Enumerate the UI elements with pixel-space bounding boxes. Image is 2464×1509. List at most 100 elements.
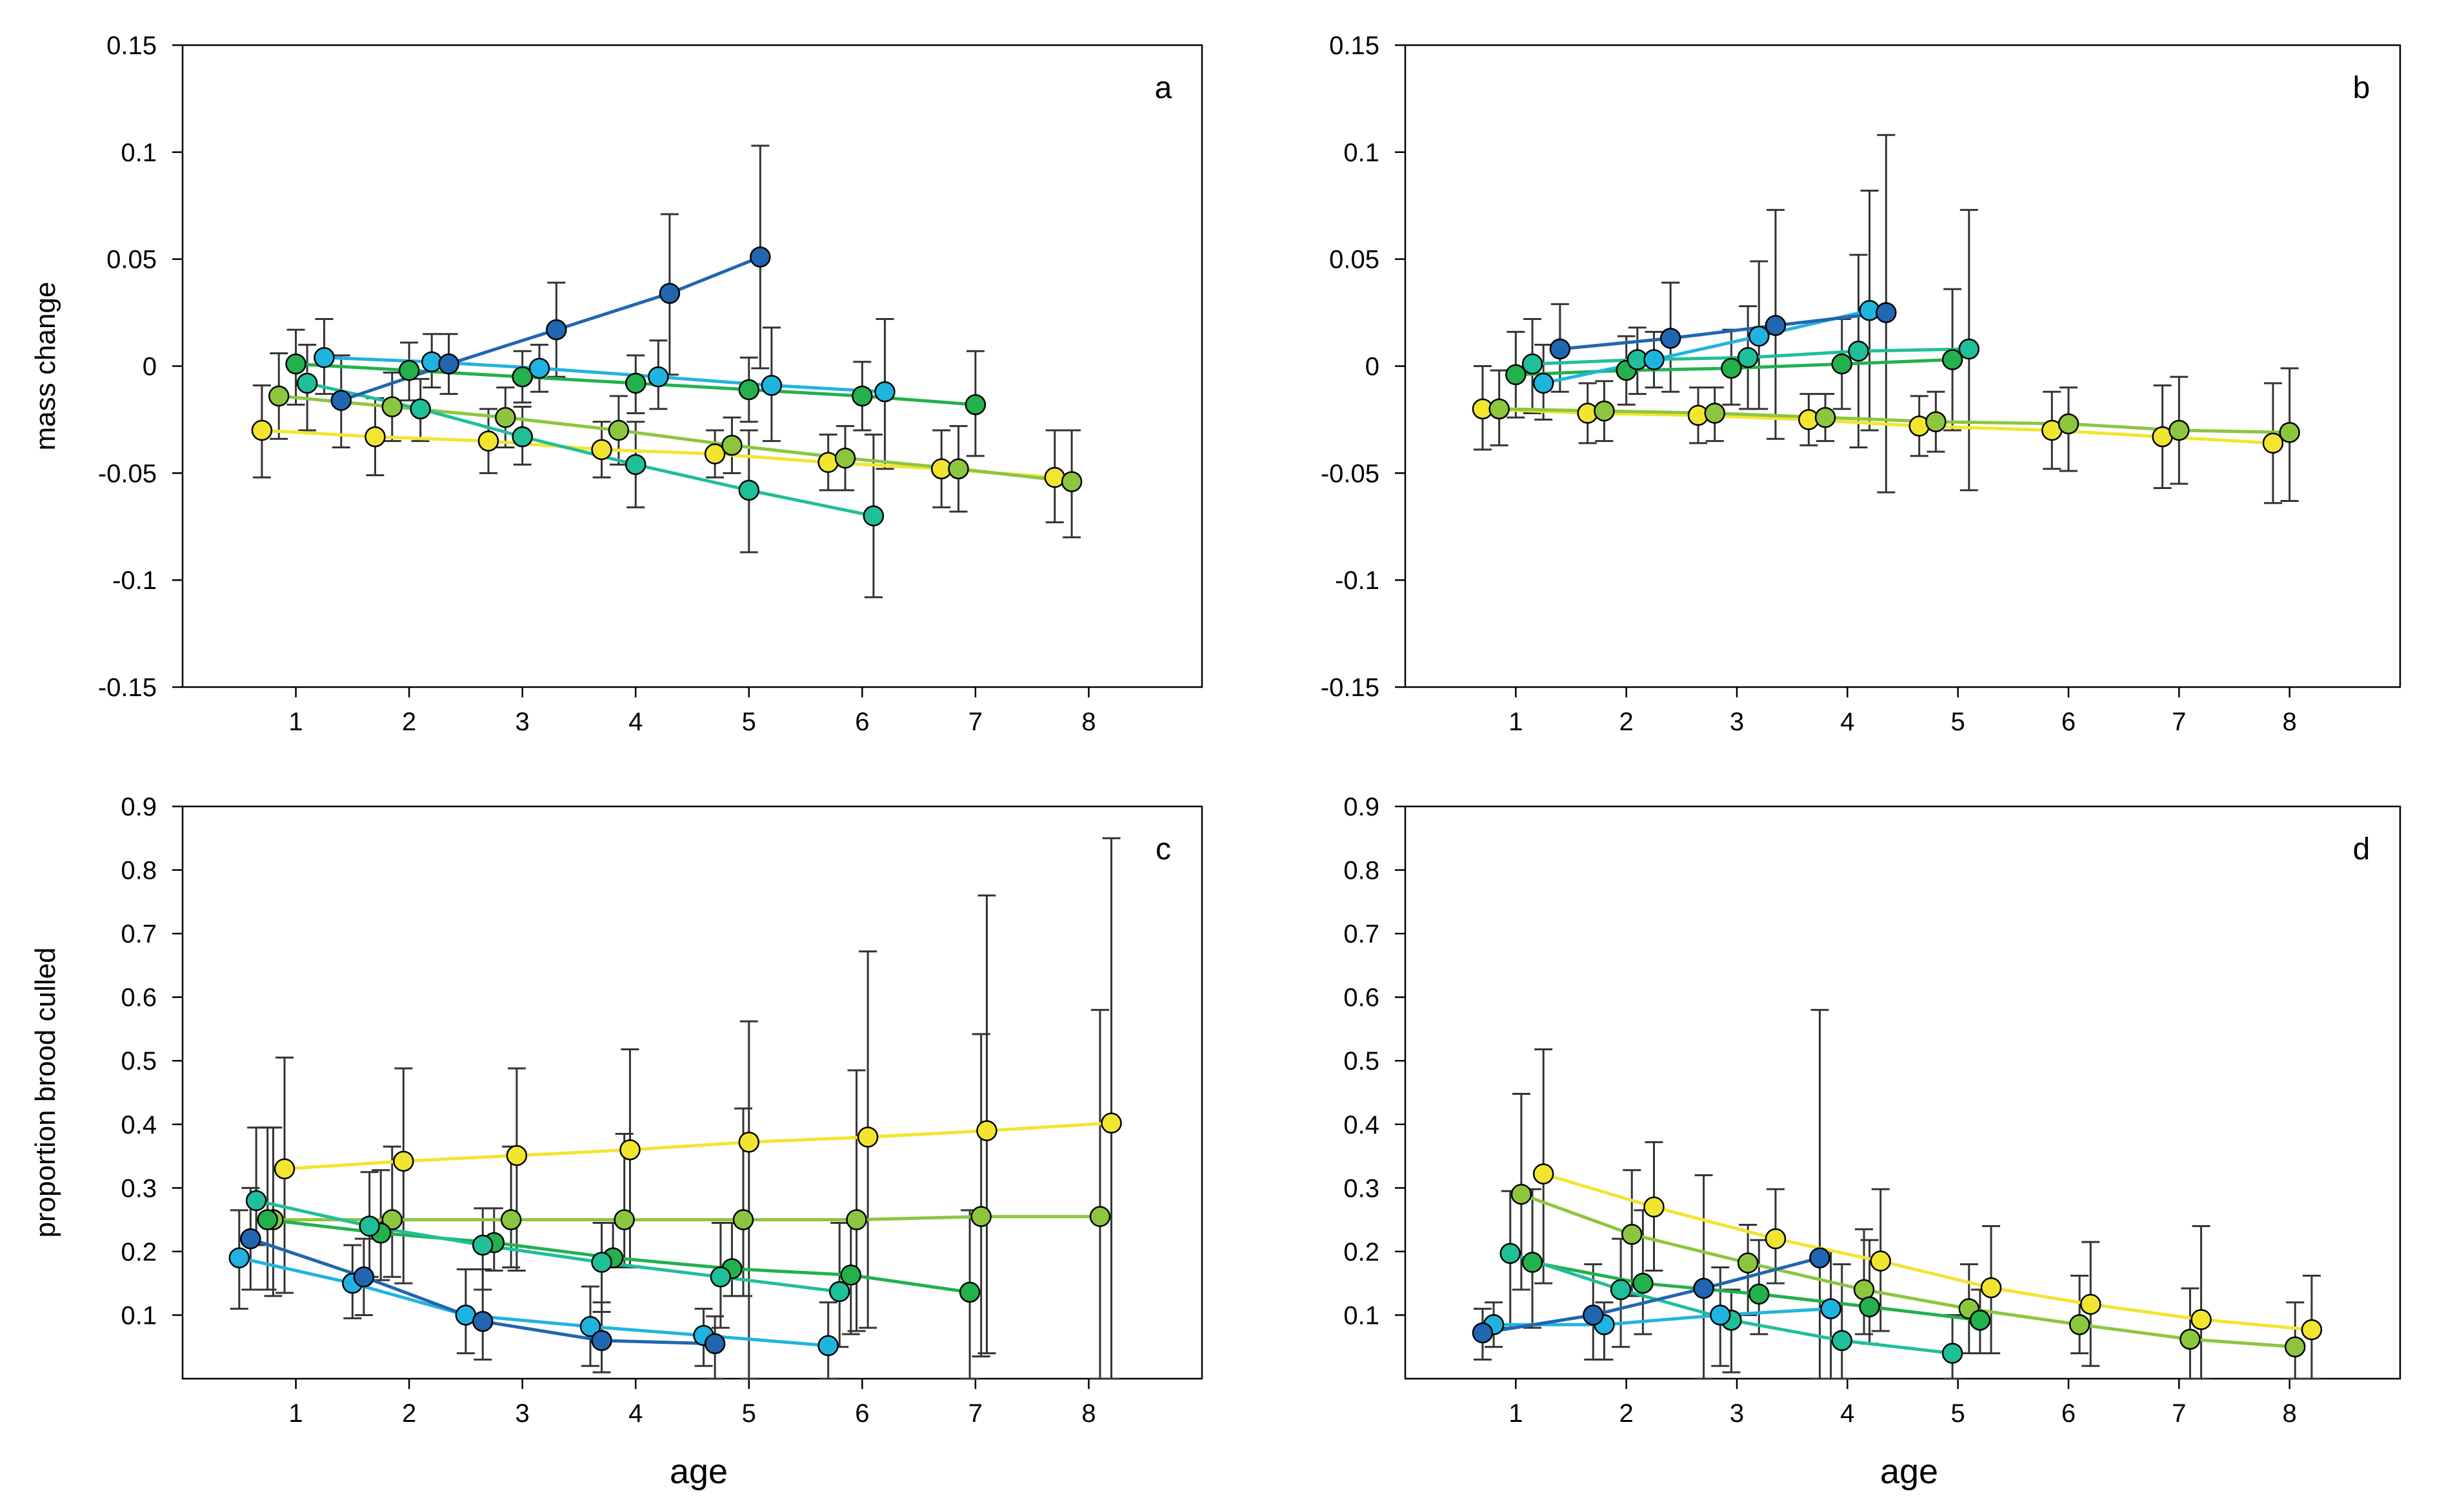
data-point-light-green: [1510, 1183, 1532, 1205]
x-axis-title: age: [1880, 1452, 1938, 1491]
data-point-light-green: [2284, 1336, 2306, 1357]
data-point-yellow: [704, 443, 726, 465]
data-point-yellow: [1870, 1250, 1891, 1272]
data-point-light-green: [495, 406, 516, 428]
data-point-light-blue: [817, 1335, 839, 1357]
x-tick-label: 3: [1730, 1399, 1744, 1428]
data-point-yellow: [1101, 1112, 1122, 1134]
y-tick-label: 0.5: [121, 1047, 157, 1075]
error-bar: [507, 1067, 526, 1272]
data-point-teal: [863, 505, 885, 526]
data-point-yellow: [251, 419, 273, 441]
y-tick-label: 0.6: [1343, 984, 1379, 1012]
data-point-teal: [512, 426, 533, 448]
data-point-green: [1632, 1272, 1654, 1294]
x-tick-label: 6: [855, 1399, 869, 1428]
data-point-light-green: [2169, 419, 2190, 441]
plot-frame: [181, 805, 1203, 1380]
x-tick-label: 7: [2172, 708, 2186, 736]
y-tick-label: -0.1: [1335, 566, 1379, 595]
data-point-yellow: [2080, 1294, 2101, 1315]
data-point-light-blue: [314, 346, 335, 368]
data-point-green: [1859, 1296, 1880, 1317]
data-point-light-green: [846, 1209, 867, 1230]
data-point-teal: [828, 1281, 850, 1303]
error-bar: [1694, 1174, 1713, 1380]
chart-panel-a: 0.15 0.1 0.05 0 -0.05 -0.1 -0.15 1 2 3 4 5 6 7 8 a mass …: [30, 32, 1203, 736]
y-tick-label: 0.7: [121, 920, 157, 948]
data-point-yellow: [738, 1132, 760, 1153]
panel-label: d: [2353, 832, 2370, 866]
data-point-blue: [1472, 1322, 1494, 1344]
x-tick-label: 2: [1619, 708, 1634, 736]
x-axis-title: age: [670, 1452, 728, 1491]
x-tick-label: 6: [2061, 708, 2076, 736]
y-tick-label: 0.3: [1343, 1174, 1379, 1203]
error-bar: [972, 1033, 990, 1358]
x-tick-label: 6: [855, 708, 869, 736]
y-tick-label: 0.4: [121, 1111, 157, 1139]
x-tick-label: 3: [516, 708, 530, 736]
data-point-green: [398, 359, 420, 381]
data-point-green: [965, 394, 987, 415]
data-point-yellow: [1765, 1228, 1787, 1250]
data-point-green: [625, 372, 646, 394]
data-point-teal: [591, 1252, 612, 1273]
data-point-teal: [1499, 1243, 1521, 1264]
data-point-teal: [359, 1215, 380, 1237]
data-point-light-green: [1737, 1252, 1759, 1274]
x-tick-label: 5: [742, 708, 756, 736]
data-point-light-green: [500, 1209, 522, 1230]
data-point-light-blue: [228, 1247, 250, 1268]
data-point-blue: [704, 1333, 726, 1355]
y-tick-label: 0.2: [121, 1238, 157, 1266]
x-tick-label: 8: [1081, 1399, 1096, 1428]
x-tick-label: 2: [1619, 1399, 1634, 1428]
series-line-light-blue: [1494, 1307, 1831, 1326]
data-point-light-green: [268, 385, 290, 407]
data-point-yellow: [817, 452, 839, 473]
y-tick-label: 0: [1365, 353, 1379, 381]
data-point-blue: [330, 390, 352, 411]
data-point-light-blue: [1643, 349, 1665, 370]
data-point-light-blue: [1748, 325, 1770, 347]
data-point-blue: [1659, 328, 1681, 349]
x-tick-label: 7: [2172, 1399, 2186, 1428]
x-tick-label: 8: [2283, 1399, 2297, 1428]
y-tick-label: 0: [143, 353, 157, 381]
y-tick-label: 0.1: [121, 1301, 157, 1330]
data-point-yellow: [274, 1158, 295, 1180]
data-point-yellow: [1643, 1196, 1665, 1218]
y-axis-title: proportion brood culled: [30, 947, 61, 1237]
plot-frame: [1404, 805, 2401, 1380]
data-point-teal: [245, 1190, 267, 1212]
x-tick-label: 8: [2283, 708, 2297, 736]
x-tick-label: 5: [742, 1399, 756, 1428]
data-point-blue: [591, 1330, 612, 1352]
y-tick-label: 0.5: [1343, 1047, 1379, 1075]
data-point-light-green: [1704, 403, 1725, 424]
x-tick-label: 5: [1951, 1399, 1965, 1428]
data-point-blue: [1583, 1304, 1604, 1326]
panel-label: a: [1155, 71, 1172, 105]
series-line-light-blue: [239, 1256, 828, 1348]
error-bar: [739, 1020, 758, 1380]
x-tick-label: 3: [516, 1399, 530, 1428]
y-tick-label: -0.1: [112, 566, 157, 595]
x-tick-label: 7: [968, 1399, 983, 1428]
panel-label: c: [1156, 832, 1171, 866]
data-point-yellow: [976, 1120, 997, 1141]
data-point-blue: [1693, 1277, 1714, 1299]
x-tick-label: 4: [628, 1399, 643, 1428]
data-point-teal: [1831, 1330, 1853, 1352]
series-line-teal: [255, 1199, 840, 1294]
y-tick-label: 0.7: [1343, 920, 1379, 948]
data-point-teal: [710, 1266, 732, 1288]
error-bar: [2192, 1224, 2210, 1380]
data-point-light-green: [614, 1209, 635, 1230]
y-tick-label: 0.8: [1343, 857, 1379, 885]
error-bar: [1091, 1008, 1109, 1380]
data-point-light-green: [1089, 1206, 1111, 1227]
data-point-light-green: [1621, 1224, 1643, 1245]
data-point-light-blue: [874, 381, 896, 403]
